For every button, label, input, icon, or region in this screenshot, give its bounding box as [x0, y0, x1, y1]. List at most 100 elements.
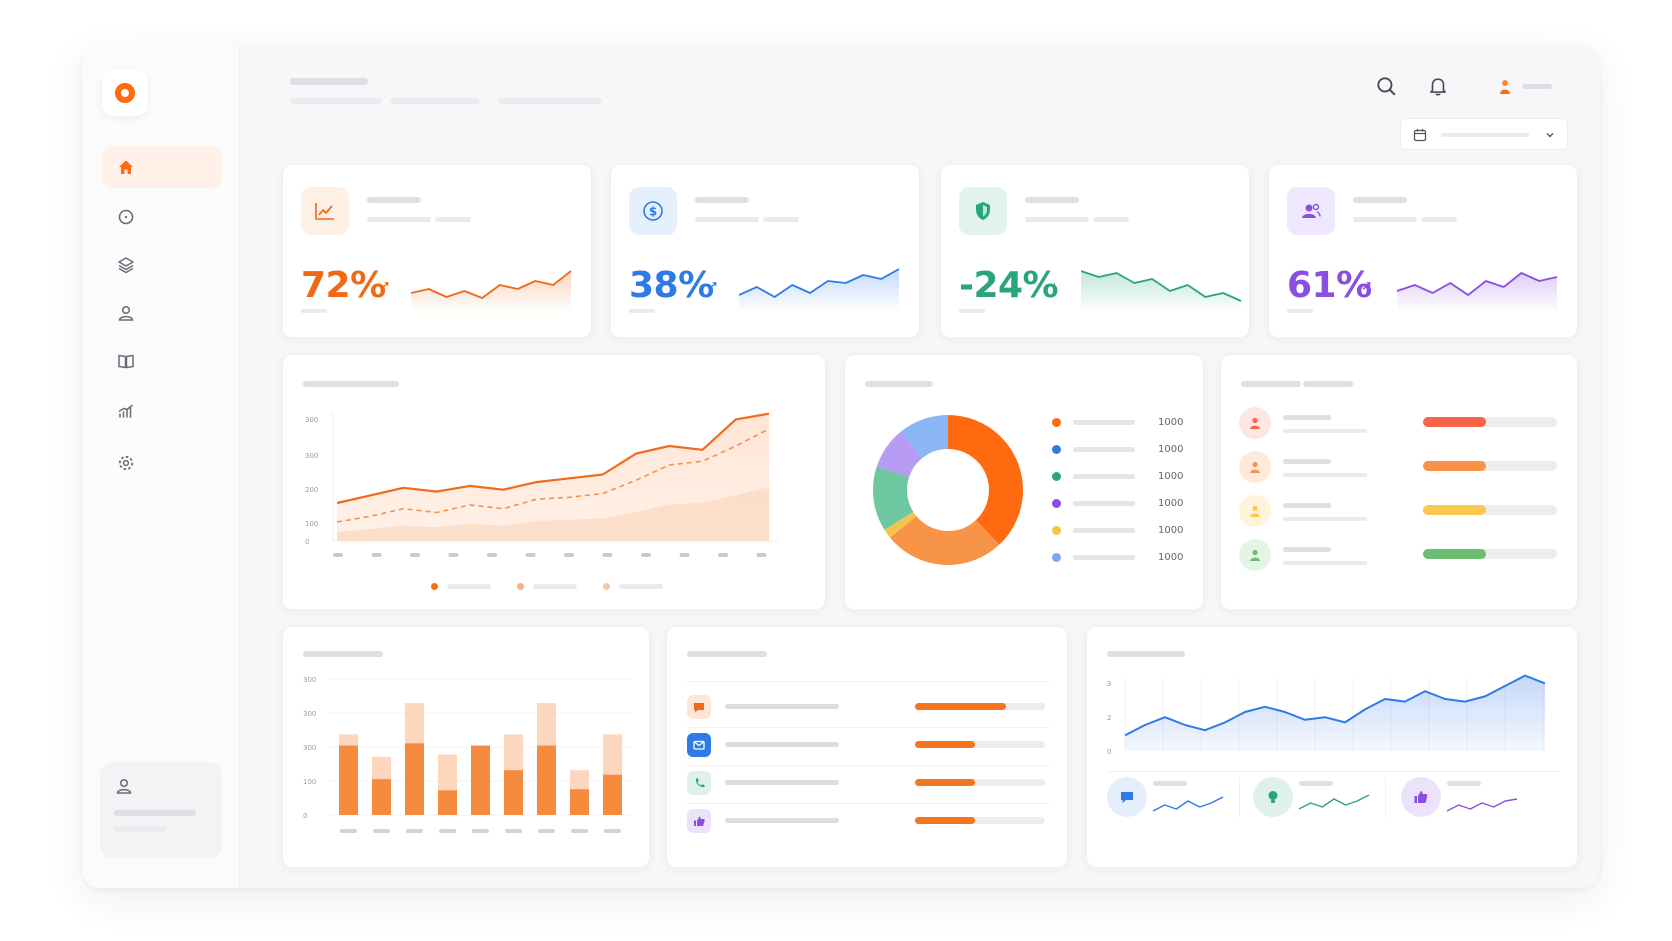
- channel-row[interactable]: [667, 809, 1069, 833]
- legend-value: 1000: [1158, 443, 1184, 455]
- kpi-title-placeholder: [1353, 197, 1407, 203]
- book-icon: [118, 354, 134, 369]
- progress-track: [1423, 417, 1557, 427]
- ranking-card[interactable]: [1220, 354, 1578, 610]
- kpi-subtitle-placeholder: [1025, 217, 1089, 222]
- bar[interactable]: [405, 743, 424, 815]
- legend-label-placeholder: [533, 584, 577, 589]
- chevron-down-icon: [1546, 133, 1554, 138]
- users-icon: [118, 305, 134, 321]
- app-logo[interactable]: [102, 70, 148, 116]
- x-tick-label: [340, 829, 357, 833]
- y-tick-label: 300: [305, 416, 318, 424]
- y-tick-label: 2: [1107, 714, 1111, 722]
- kpi-card-growth[interactable]: 72% ➚: [282, 164, 592, 338]
- kpi-sparkline: [739, 268, 900, 313]
- bar[interactable]: [372, 779, 391, 815]
- progress-fill: [915, 703, 1006, 710]
- y-tick-label: 0: [303, 812, 307, 820]
- notifications-button[interactable]: [1424, 72, 1452, 100]
- x-tick-label: [538, 829, 555, 833]
- divider: [687, 765, 1049, 766]
- bar[interactable]: [603, 774, 622, 815]
- legend-dot: [1052, 525, 1061, 535]
- settings-icon: [118, 455, 134, 471]
- kpi-caption-placeholder: [959, 309, 985, 313]
- search-button[interactable]: [1372, 72, 1400, 100]
- avatar: [1239, 407, 1271, 439]
- x-tick-label: [472, 829, 489, 833]
- legend-label-placeholder: [1073, 473, 1135, 479]
- legend-dot: [431, 583, 438, 590]
- breadcrumb-item[interactable]: [498, 98, 602, 104]
- mini-stat[interactable]: [1253, 767, 1393, 827]
- dollar-icon: $: [643, 201, 663, 221]
- nav-home[interactable]: [102, 146, 222, 188]
- distribution-donut-card[interactable]: 1000 1000 1000 1000 1000 1000: [844, 354, 1204, 610]
- mini-stat[interactable]: [1107, 767, 1247, 827]
- ranking-row[interactable]: [1221, 539, 1579, 571]
- x-tick-label: [406, 829, 423, 833]
- progress-track: [915, 779, 1045, 786]
- person-icon: [1250, 505, 1260, 517]
- breadcrumb-item[interactable]: [390, 98, 480, 104]
- trend-up-icon: ➚: [379, 277, 391, 293]
- donut-segment[interactable]: [873, 415, 1023, 565]
- nav-layers[interactable]: [102, 244, 222, 286]
- bar[interactable]: [339, 745, 358, 815]
- x-tick-label: [505, 829, 522, 833]
- ranking-row[interactable]: [1221, 407, 1579, 439]
- area-fill: [1125, 675, 1545, 751]
- progress-fill: [1423, 417, 1486, 427]
- nav-settings[interactable]: [102, 442, 222, 484]
- ranking-row[interactable]: [1221, 495, 1579, 527]
- x-tick-label: [604, 829, 621, 833]
- date-range-picker[interactable]: [1400, 118, 1568, 150]
- bar[interactable]: [570, 789, 589, 815]
- kpi-card-users[interactable]: 61% ➚: [1268, 164, 1578, 338]
- nav-analytics[interactable]: [102, 390, 222, 432]
- bar[interactable]: [537, 745, 556, 815]
- channel-icon-container: [687, 695, 711, 719]
- channel-row[interactable]: [667, 771, 1069, 804]
- y-tick-label: 100: [305, 520, 318, 528]
- legend-dot: [1052, 417, 1061, 427]
- channel-row[interactable]: [667, 695, 1069, 728]
- bar-chart-card[interactable]: 300 300 300 100 0: [282, 626, 650, 868]
- trend-up-icon: ➚: [1361, 277, 1373, 293]
- ranking-row[interactable]: [1221, 451, 1579, 483]
- mini-stat[interactable]: [1401, 767, 1541, 827]
- user-profile-card[interactable]: [100, 762, 222, 858]
- channel-row[interactable]: [667, 733, 1069, 766]
- progress-track: [1423, 505, 1557, 515]
- x-tick-label: [448, 553, 459, 557]
- kpi-card-revenue[interactable]: $ 38% ➚: [610, 164, 920, 338]
- donut-segment[interactable]: [873, 415, 1023, 565]
- x-tick-label: [371, 553, 382, 557]
- nav-users[interactable]: [102, 292, 222, 334]
- donut-hole: [908, 450, 988, 530]
- date-range-placeholder: [1441, 133, 1529, 137]
- mini-label-placeholder: [1299, 781, 1333, 786]
- trend-area-chart-card[interactable]: 300 300 200 100 0: [282, 354, 826, 610]
- legend-value: 1000: [1158, 497, 1184, 509]
- line-chart-card[interactable]: 3 2 0: [1086, 626, 1578, 868]
- donut-legend-item: 1000: [1052, 523, 1183, 537]
- donut-segment[interactable]: [873, 415, 1023, 565]
- layers-icon: [118, 257, 134, 274]
- y-tick-label: 300: [305, 452, 318, 460]
- channels-card[interactable]: [666, 626, 1068, 868]
- account-menu[interactable]: [1478, 74, 1568, 100]
- nav-messages[interactable]: [102, 196, 222, 238]
- nav-docs[interactable]: [102, 340, 222, 382]
- kpi-subtitle-placeholder: [1421, 217, 1457, 222]
- bar[interactable]: [471, 745, 490, 815]
- bar[interactable]: [438, 790, 457, 815]
- sparkline-area: [1081, 271, 1241, 313]
- divider: [687, 727, 1049, 728]
- bar[interactable]: [504, 770, 523, 815]
- x-tick-label: [602, 553, 613, 557]
- breadcrumb-item[interactable]: [290, 98, 382, 104]
- channel-label-placeholder: [725, 780, 839, 785]
- kpi-card-security[interactable]: -24% ↓: [940, 164, 1250, 338]
